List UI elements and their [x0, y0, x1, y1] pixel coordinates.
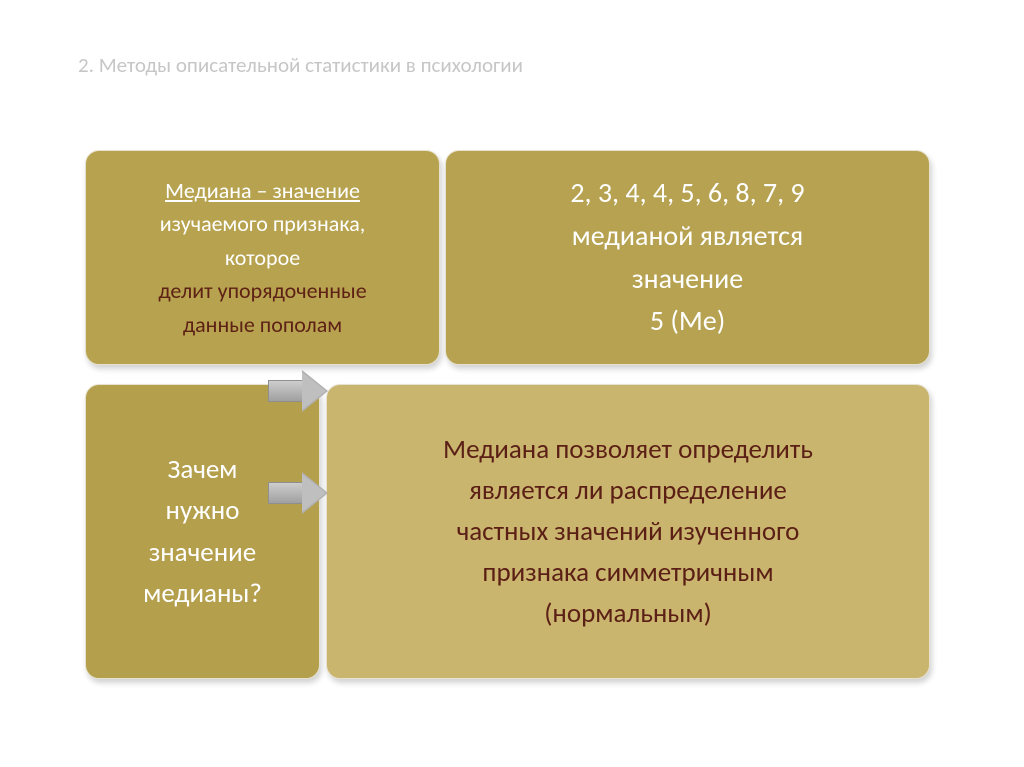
- underlined-term: Медиана – значение: [165, 177, 360, 204]
- arrow-right-icon: [268, 472, 328, 514]
- text-line: 2, 3, 4, 4, 5, 6, 8, 7, 9: [570, 172, 804, 215]
- text-line: медианой является: [572, 215, 803, 258]
- text-line: значение: [149, 532, 256, 573]
- text-line: изучаемого признака,: [160, 207, 366, 240]
- text-line: Зачем: [168, 449, 238, 490]
- slide-title: 2. Методы описательной статистики в псих…: [78, 52, 523, 78]
- box-median-definition: Медиана – значение изучаемого признака, …: [85, 150, 440, 365]
- text-line: является ли распределение: [469, 470, 787, 511]
- text-line: медианы?: [143, 573, 262, 614]
- text-line: частных значений изученного: [457, 511, 800, 552]
- arrow-right-icon: [268, 370, 328, 412]
- text-line: нужно: [166, 490, 240, 531]
- text-line: которое: [225, 241, 300, 274]
- box-median-purpose: Медиана позволяет определить является ли…: [326, 384, 930, 679]
- text-line: Медиана позволяет определить: [443, 429, 813, 470]
- text-line: значение: [632, 258, 743, 301]
- text-line: признака симметричным: [482, 552, 773, 593]
- text-line: 5 (Ме): [650, 300, 725, 343]
- box-why-median: Зачем нужно значение медианы?: [85, 384, 320, 679]
- text-line: данные пополам: [183, 308, 342, 341]
- text-line: Медиана – значение: [165, 174, 360, 207]
- box-median-example: 2, 3, 4, 4, 5, 6, 8, 7, 9 медианой являе…: [445, 150, 930, 365]
- text-line: (нормальным): [544, 593, 712, 634]
- text-line: делит упорядоченные: [158, 274, 366, 307]
